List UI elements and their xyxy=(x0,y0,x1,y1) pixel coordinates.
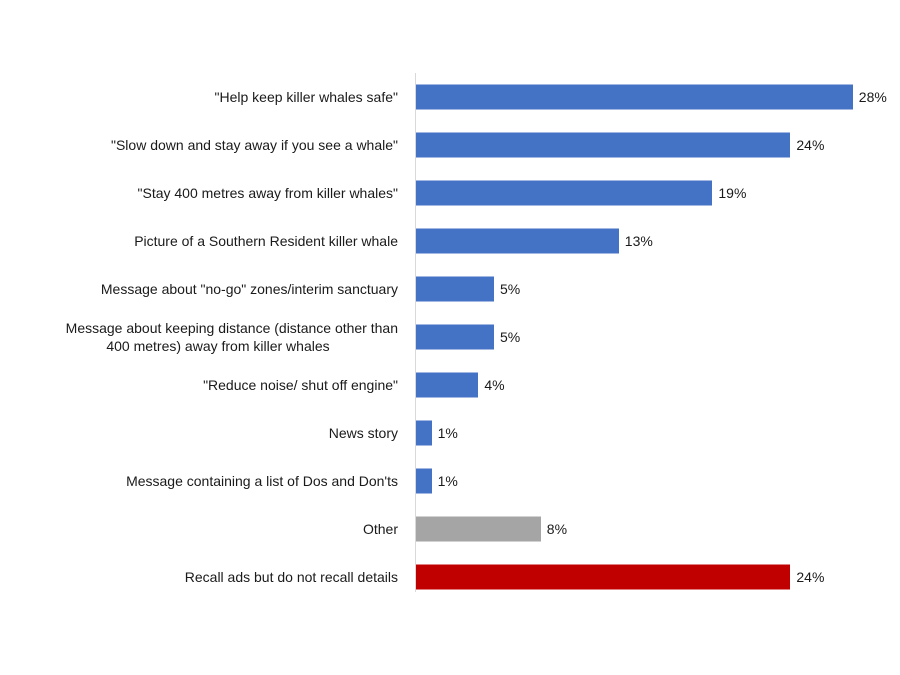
bar-row: "Reduce noise/ shut off engine" 4% xyxy=(0,361,900,409)
value-label: 1% xyxy=(437,473,458,489)
value-label: 24% xyxy=(796,569,825,585)
category-label: "Reduce noise/ shut off engine" xyxy=(203,377,398,393)
bar xyxy=(416,180,713,206)
bar xyxy=(416,324,494,350)
value-label: 4% xyxy=(484,377,505,393)
bar xyxy=(416,276,494,302)
value-label: 28% xyxy=(858,89,887,105)
bar-row: "Slow down and stay away if you see a wh… xyxy=(0,121,900,169)
bar-row: Message about keeping distance (distance… xyxy=(0,313,900,361)
category-label: Picture of a Southern Resident killer wh… xyxy=(134,233,398,249)
category-label: Other xyxy=(362,521,398,537)
category-label: Message about "no-go" zones/interim sanc… xyxy=(100,281,398,297)
category-label: "Help keep killer whales safe" xyxy=(214,89,398,105)
category-label: "Stay 400 metres away from killer whales… xyxy=(137,185,398,201)
bar xyxy=(416,516,541,542)
bar-row: Recall ads but do not recall details 24% xyxy=(0,553,900,601)
category-label: Recall ads but do not recall details xyxy=(184,569,398,585)
bar xyxy=(416,372,479,398)
category-label: News story xyxy=(328,425,398,441)
value-label: 13% xyxy=(624,233,653,249)
category-label-multiline: Message about keeping distance (distance… xyxy=(38,319,398,355)
value-label: 8% xyxy=(546,521,568,537)
bar-row: Picture of a Southern Resident killer wh… xyxy=(0,217,900,265)
category-axis-line xyxy=(415,73,416,592)
category-label: Message containing a list of Dos and Don… xyxy=(126,473,398,489)
category-label-line-2: 400 metres) away from killer whales xyxy=(106,338,330,354)
value-label: 5% xyxy=(500,329,521,345)
bar-row: Other 8% xyxy=(0,505,900,553)
bar-row: "Stay 400 metres away from killer whales… xyxy=(0,169,900,217)
bar xyxy=(416,468,432,494)
value-label: 1% xyxy=(437,425,458,441)
bar xyxy=(416,228,619,254)
value-label: 24% xyxy=(796,137,825,153)
value-label: 19% xyxy=(718,185,747,201)
bar-row: News story 1% xyxy=(0,409,900,457)
bar xyxy=(416,564,791,590)
bar-row: Message about "no-go" zones/interim sanc… xyxy=(0,265,900,313)
value-label: 5% xyxy=(500,281,521,297)
bar xyxy=(416,132,791,158)
bar xyxy=(416,84,853,110)
bar xyxy=(416,420,432,446)
category-label: "Slow down and stay away if you see a wh… xyxy=(111,137,398,153)
bar-row: "Help keep killer whales safe" 28% xyxy=(0,73,900,121)
category-label-line-1: Message about keeping distance (distance… xyxy=(65,320,398,336)
bar-row: Message containing a list of Dos and Don… xyxy=(0,457,900,505)
